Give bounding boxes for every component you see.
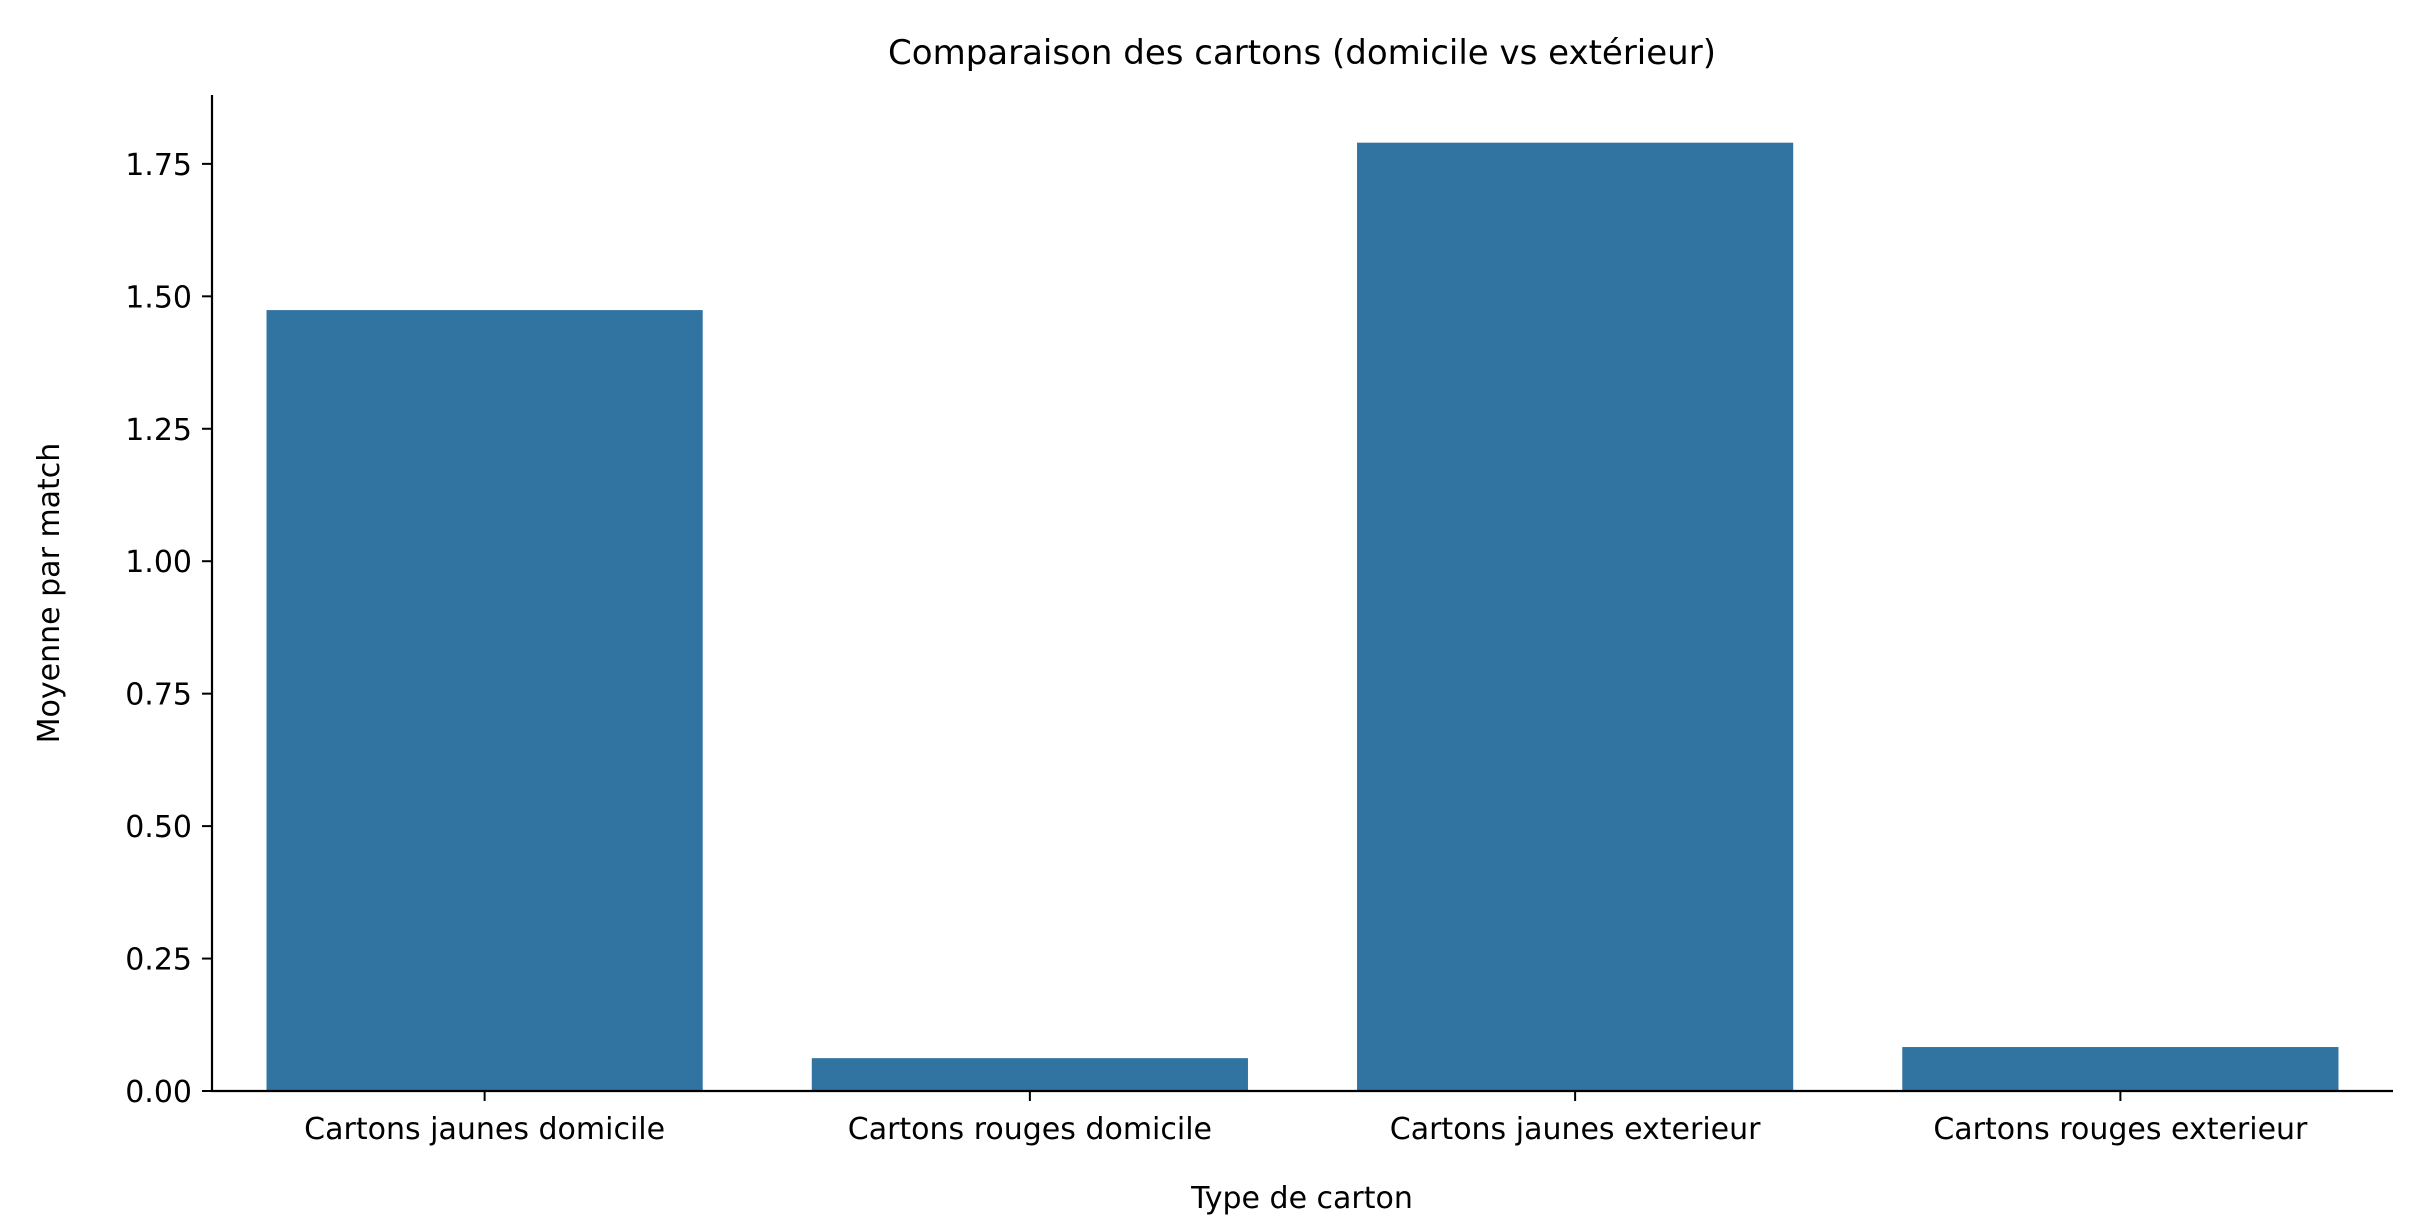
chart-title: Comparaison des cartons (domicile vs ext… <box>888 33 1716 73</box>
plot-area: Cartons jaunes domicile Cartons rouges do… <box>125 142 2339 1147</box>
x-axis-label: Type de carton <box>1190 1181 1413 1216</box>
x-tick-label: Cartons jaunes exterieur <box>1390 1112 1761 1147</box>
bar-4 <box>1902 1047 2339 1091</box>
x-tick-label: Cartons rouges domicile <box>848 1112 1212 1147</box>
x-tick-label: Cartons jaunes domicile <box>304 1112 665 1147</box>
y-tick-label: 0.50 <box>125 810 192 845</box>
y-tick-label: 1.00 <box>125 545 192 580</box>
x-tick-label: Cartons rouges exterieur <box>1933 1112 2308 1147</box>
bar-2 <box>811 1058 1248 1091</box>
y-tick-label: 0.75 <box>125 678 192 713</box>
y-tick-label: 1.50 <box>125 280 192 315</box>
y-tick-label: 1.25 <box>125 413 192 448</box>
bar-3 <box>1357 142 1794 1091</box>
y-axis-label: Moyenne par match <box>32 443 67 744</box>
y-tick-label: 0.25 <box>125 943 192 978</box>
bar-1 <box>266 310 703 1092</box>
y-tick-label: 0.00 <box>125 1075 192 1110</box>
y-tick-label: 1.75 <box>125 148 192 183</box>
